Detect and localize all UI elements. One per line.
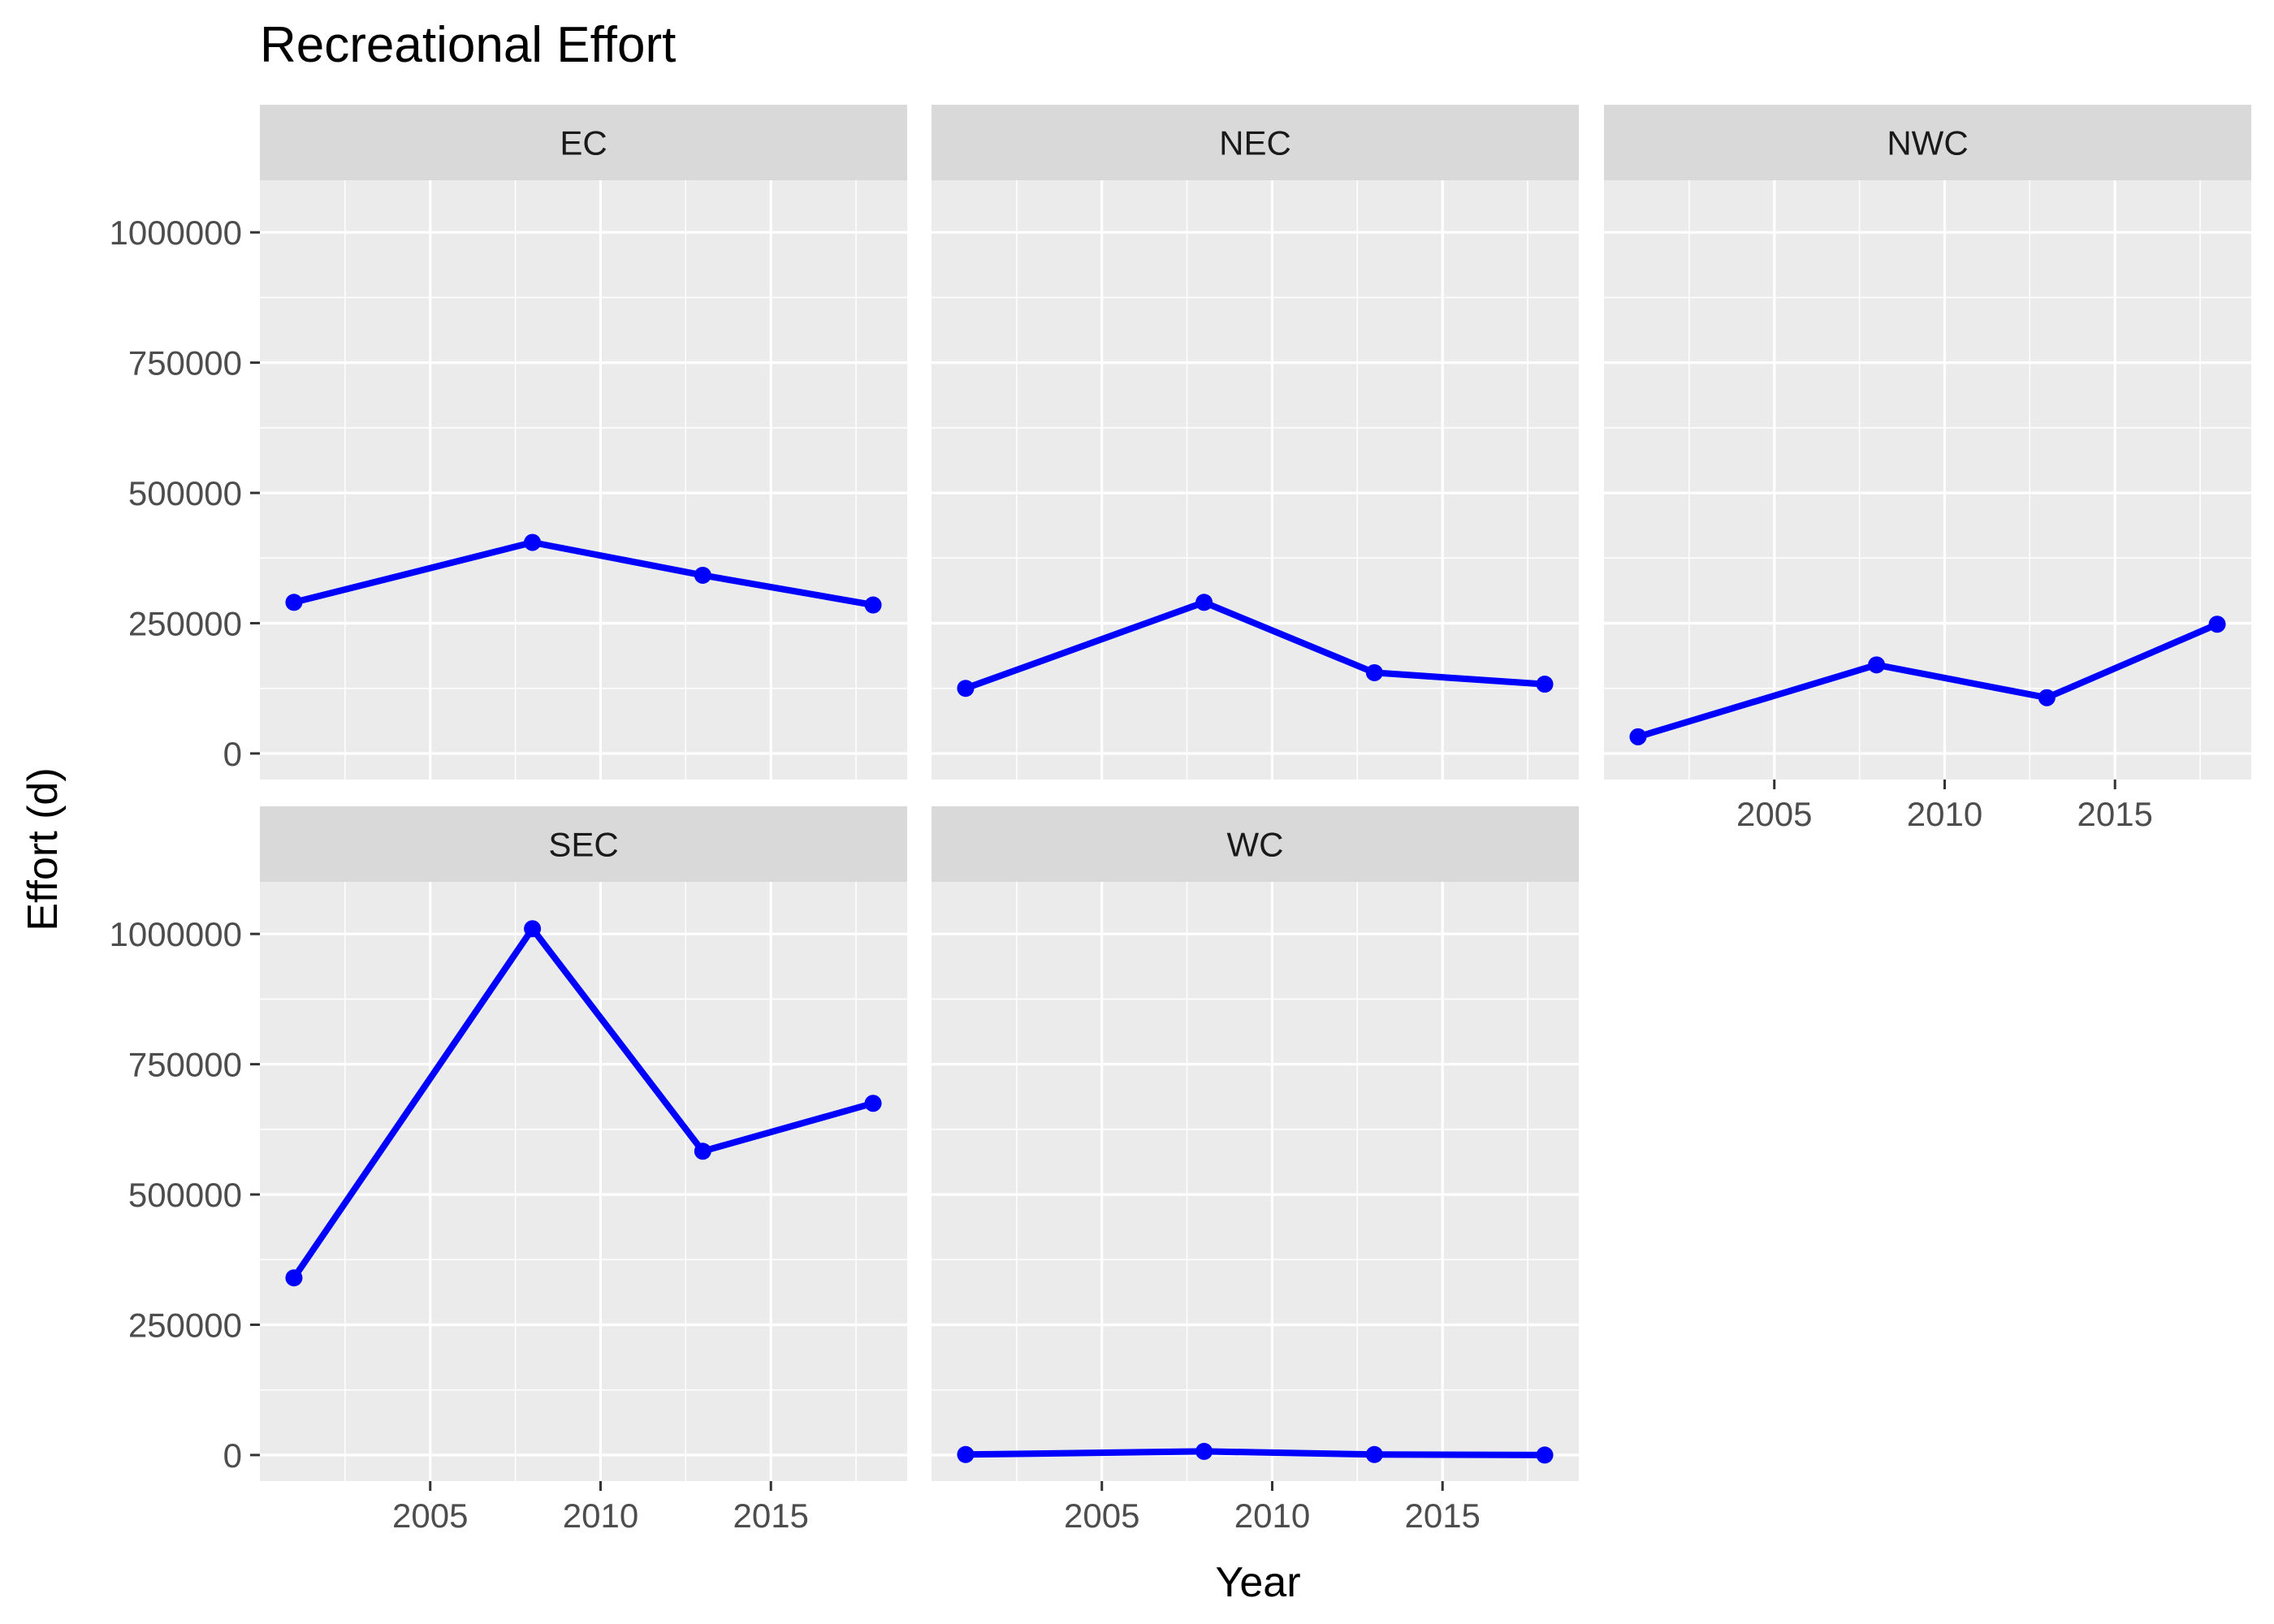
x-tick-label: 2005 — [1736, 795, 1812, 833]
data-point — [524, 533, 542, 551]
facet-strip-label: WC — [1227, 826, 1284, 864]
y-axis-title: Effort (d) — [19, 767, 67, 931]
y-tick-label: 500000 — [128, 1176, 242, 1214]
y-tick-label: 750000 — [128, 344, 242, 382]
facet-panel-ec: EC 0 250000 500000 750000 1000000 — [109, 105, 907, 780]
data-point — [864, 596, 882, 614]
facet-panels: EC 0 250000 500000 750000 1000000 NEC NWC 2005 20… — [109, 105, 2251, 1535]
facet-strip — [260, 105, 907, 180]
data-point — [1868, 656, 1886, 674]
facet-strip-label: NWC — [1887, 124, 1968, 162]
facet-strip — [260, 806, 907, 882]
data-point — [957, 1445, 975, 1463]
y-tick-label: 0 — [223, 1436, 242, 1475]
series-line — [962, 1448, 1549, 1458]
panel-background — [1604, 180, 2251, 780]
data-point — [864, 1095, 882, 1112]
data-point — [1195, 1442, 1213, 1460]
data-point — [694, 566, 711, 584]
data-point — [2208, 615, 2226, 633]
data-point — [1365, 1445, 1383, 1463]
x-tick-label: 2015 — [1404, 1497, 1480, 1535]
y-tick-label: 750000 — [128, 1046, 242, 1084]
data-point — [957, 680, 975, 698]
series-line — [962, 598, 1549, 692]
y-tick-label: 1000000 — [109, 915, 242, 953]
panel-background — [932, 882, 1579, 1481]
x-tick-label: 2005 — [1064, 1497, 1139, 1535]
data-point — [285, 594, 303, 611]
y-tick-label: 500000 — [128, 474, 242, 512]
facet-panel-wc: WC 2005 2010 2015 — [932, 806, 1579, 1535]
data-point — [1365, 663, 1383, 681]
data-point — [285, 1269, 303, 1287]
facet-strip — [932, 806, 1579, 882]
data-point — [1195, 594, 1213, 611]
x-tick-label: 2005 — [392, 1497, 468, 1535]
y-tick-label: 250000 — [128, 1306, 242, 1344]
series-line — [1634, 620, 2221, 741]
y-tick-label: 250000 — [128, 604, 242, 642]
x-tick-label: 2010 — [1234, 1497, 1310, 1535]
data-point — [2038, 689, 2056, 706]
data-point — [1536, 676, 1554, 693]
facet-strip — [932, 105, 1579, 180]
facet-strip — [1604, 105, 2251, 180]
facet-panel-nec: NEC — [932, 105, 1579, 780]
series-line — [290, 539, 877, 608]
x-axis-title: Year — [1215, 1559, 1300, 1606]
x-tick-label: 2010 — [563, 1497, 638, 1535]
data-point — [694, 1142, 711, 1160]
data-point — [1536, 1446, 1554, 1464]
y-tick-label: 1000000 — [109, 214, 242, 252]
series-line — [290, 925, 877, 1281]
panel-background — [260, 882, 907, 1481]
y-tick-label: 0 — [223, 735, 242, 773]
data-point — [1629, 728, 1647, 745]
x-tick-label: 2015 — [2077, 795, 2152, 833]
panel-background — [260, 180, 907, 780]
x-tick-label: 2015 — [733, 1497, 808, 1535]
x-tick-label: 2010 — [1907, 795, 1982, 833]
facet-strip-label: EC — [560, 124, 607, 162]
facet-panel-nwc: NWC 2005 2010 2015 — [1604, 105, 2251, 833]
panel-background — [932, 180, 1579, 780]
data-point — [524, 920, 542, 938]
facet-strip-label: SEC — [548, 826, 618, 864]
chart-title: Recreational Effort — [260, 17, 676, 73]
facet-panel-sec: SEC 0 250000 500000 750000 1000000 2005 2010 201… — [109, 806, 907, 1535]
facet-strip-label: NEC — [1219, 124, 1291, 162]
